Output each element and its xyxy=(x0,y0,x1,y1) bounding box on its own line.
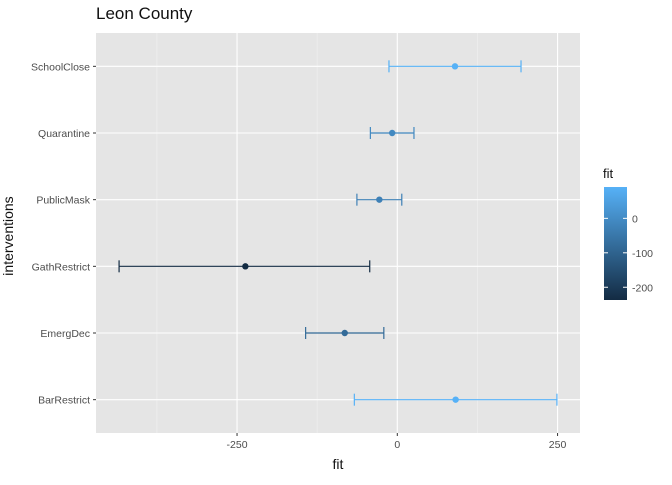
plot-panel xyxy=(96,33,580,433)
chart-title: Leon County xyxy=(96,4,193,23)
y-tick-label: Quarantine xyxy=(38,128,90,140)
x-tick-label: -250 xyxy=(227,439,248,451)
fit-point xyxy=(242,263,249,270)
fit-point xyxy=(388,129,396,137)
fit-point xyxy=(452,396,459,403)
legend-title: fit xyxy=(603,166,614,181)
y-axis-label: interventions xyxy=(0,196,16,276)
fit-point xyxy=(376,196,383,203)
y-tick-label: GathRestrict xyxy=(32,261,90,273)
fit-point xyxy=(341,329,348,337)
x-tick-label: 0 xyxy=(394,439,400,451)
y-tick-label: EmergDec xyxy=(40,328,90,340)
y-tick-label: PublicMask xyxy=(36,195,90,207)
legend-colorbar xyxy=(604,187,627,300)
fit-point xyxy=(451,63,459,70)
x-axis-label: fit xyxy=(332,456,344,472)
legend-tick-label: -200 xyxy=(632,282,653,294)
legend-tick-label: -100 xyxy=(632,248,653,260)
y-tick-label: SchoolClose xyxy=(31,61,90,73)
y-tick-label: BarRestrict xyxy=(38,395,90,407)
legend-tick-label: 0 xyxy=(632,213,638,225)
x-tick-label: 250 xyxy=(549,439,567,451)
